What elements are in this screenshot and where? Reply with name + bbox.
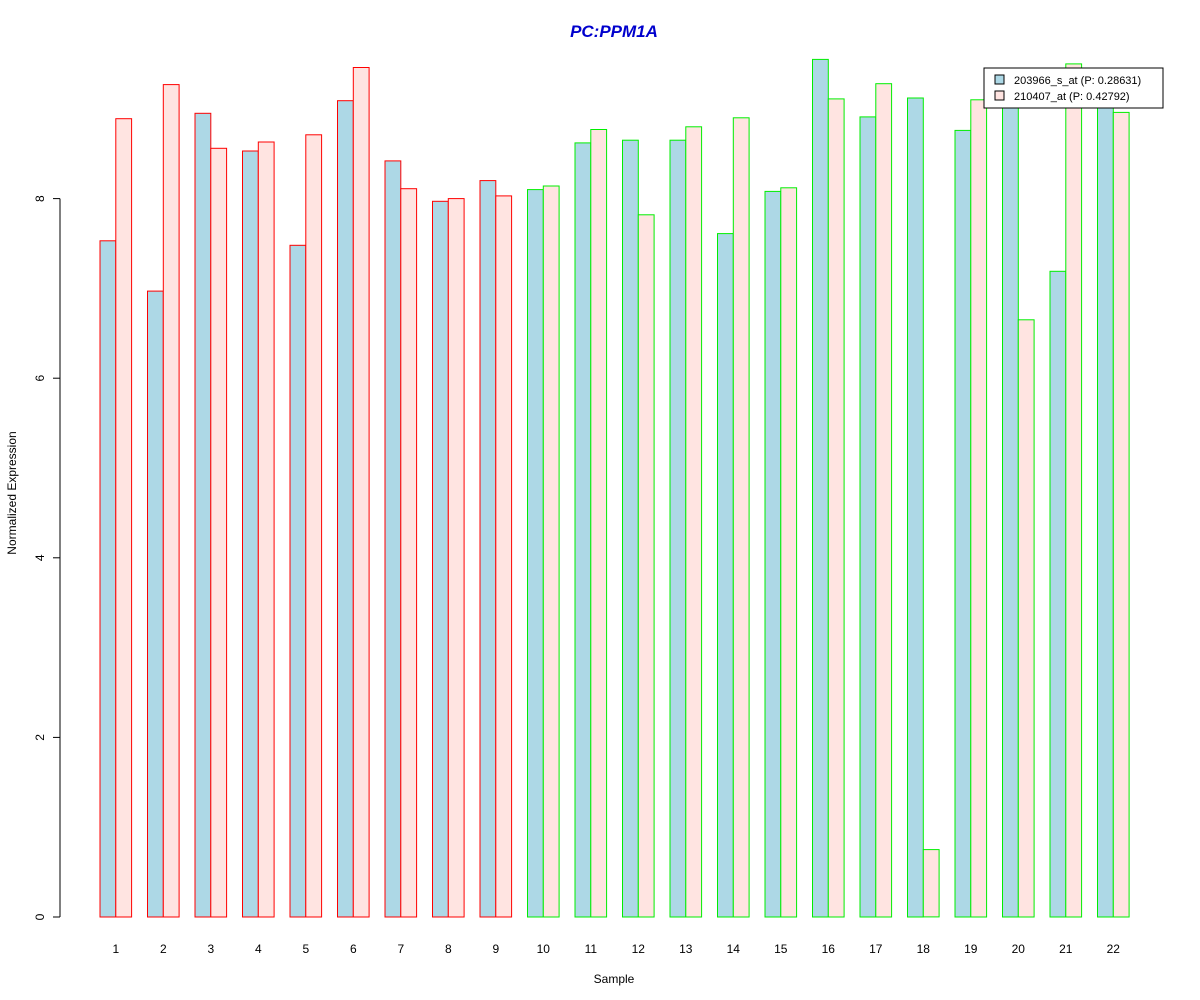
x-tick-label: 22	[1107, 942, 1121, 956]
bar-sample-1-series-2	[115, 118, 133, 918]
bar-sample-19-series-1	[954, 129, 972, 918]
x-tick-label: 7	[397, 942, 404, 956]
x-tick-label: 20	[1012, 942, 1026, 956]
x-tick-label: 13	[679, 942, 693, 956]
bar-sample-5-series-2	[305, 134, 323, 918]
bar-sample-2-series-1	[147, 290, 164, 918]
x-tick-label: 6	[350, 942, 357, 956]
bar-sample-14-series-2	[732, 117, 750, 918]
x-tick-label: 16	[822, 942, 836, 956]
x-tick-labels: 1 2 3 4 5 6 7 8 9 10 11 12 13 14 15 16 17 18 19 20 21 22	[112, 942, 1120, 956]
y-tick-label: 6	[33, 375, 47, 382]
bar-sample-15-series-2	[780, 187, 798, 918]
legend-box	[983, 67, 1164, 109]
x-tick-label: 14	[727, 942, 741, 956]
legend-swatch-series-2	[994, 90, 1005, 101]
bar-sample-9-series-1	[479, 180, 497, 918]
x-tick-label: 4	[255, 942, 262, 956]
x-tick-label: 17	[869, 942, 883, 956]
y-axis: 0 2 4 6 8	[33, 195, 61, 920]
x-tick-label: 1	[112, 942, 119, 956]
x-axis-title: Sample	[594, 972, 635, 986]
bar-sample-21-series-1	[1049, 270, 1067, 918]
bar-sample-11-series-1	[574, 142, 592, 918]
bar-sample-21-series-2	[1065, 63, 1083, 918]
x-tick-label: 2	[160, 942, 167, 956]
y-tick-label: 8	[33, 195, 47, 202]
bar-sample-6-series-1	[337, 100, 354, 918]
bar-sample-4-series-1	[242, 150, 259, 918]
bar-sample-11-series-2	[590, 129, 608, 918]
bar-sample-12-series-2	[637, 214, 655, 918]
bar-sample-14-series-1	[717, 233, 734, 918]
bars-layer	[99, 58, 1130, 918]
x-tick-label: 3	[207, 942, 214, 956]
legend-label-series-1: 203966_s_at (P: 0.28631)	[1014, 75, 1141, 87]
bar-sample-16-series-2	[827, 98, 845, 918]
bar-sample-17-series-1	[859, 116, 877, 918]
chart-title: PC:PPM1A	[570, 22, 658, 41]
bar-sample-1-series-1	[99, 240, 117, 918]
bar-sample-13-series-2	[685, 126, 703, 918]
bar-sample-10-series-2	[542, 185, 560, 918]
bar-sample-8-series-2	[447, 198, 465, 918]
x-tick-label: 10	[537, 942, 551, 956]
y-axis-title: Normalized Expression	[5, 431, 19, 554]
bar-sample-16-series-1	[812, 58, 829, 918]
x-tick-label: 11	[585, 942, 598, 956]
legend-swatch-series-1	[994, 74, 1005, 85]
bar-sample-2-series-2	[162, 84, 180, 918]
bar-sample-8-series-1	[432, 200, 449, 918]
y-tick-label: 4	[33, 554, 47, 561]
bar-sample-4-series-2	[257, 141, 275, 918]
bar-sample-15-series-1	[764, 190, 782, 918]
bar-sample-7-series-2	[400, 188, 418, 918]
bar-sample-5-series-1	[289, 244, 307, 918]
x-tick-label: 15	[774, 942, 788, 956]
bar-sample-3-series-1	[194, 112, 212, 918]
bar-sample-10-series-1	[527, 189, 544, 918]
bar-sample-6-series-2	[352, 67, 370, 918]
x-tick-label: 21	[1059, 942, 1073, 956]
bar-sample-20-series-1	[1002, 97, 1019, 918]
bar-sample-22-series-2	[1112, 111, 1130, 918]
y-tick-label: 2	[33, 734, 47, 741]
bar-sample-18-series-2	[922, 849, 940, 918]
legend: 203966_s_at (P: 0.28631) 210407_at (P: 0…	[983, 67, 1164, 109]
x-tick-label: 8	[445, 942, 452, 956]
bar-sample-7-series-1	[384, 160, 402, 918]
bar-sample-3-series-2	[210, 147, 228, 918]
x-tick-label: 9	[492, 942, 499, 956]
bar-sample-17-series-2	[875, 83, 893, 918]
bar-sample-9-series-2	[495, 195, 513, 918]
legend-label-series-2: 210407_at (P: 0.42792)	[1014, 91, 1130, 103]
bar-sample-13-series-1	[669, 139, 687, 918]
bar-sample-22-series-1	[1097, 97, 1114, 918]
x-tick-label: 19	[964, 942, 978, 956]
x-tick-label: 12	[632, 942, 646, 956]
x-tick-label: 5	[302, 942, 309, 956]
x-tick-label: 18	[917, 942, 931, 956]
bar-sample-12-series-1	[622, 139, 639, 918]
bar-sample-18-series-1	[907, 97, 924, 918]
bar-sample-19-series-2	[970, 99, 988, 918]
y-tick-label: 0	[33, 913, 47, 920]
bar-sample-20-series-2	[1017, 319, 1035, 918]
